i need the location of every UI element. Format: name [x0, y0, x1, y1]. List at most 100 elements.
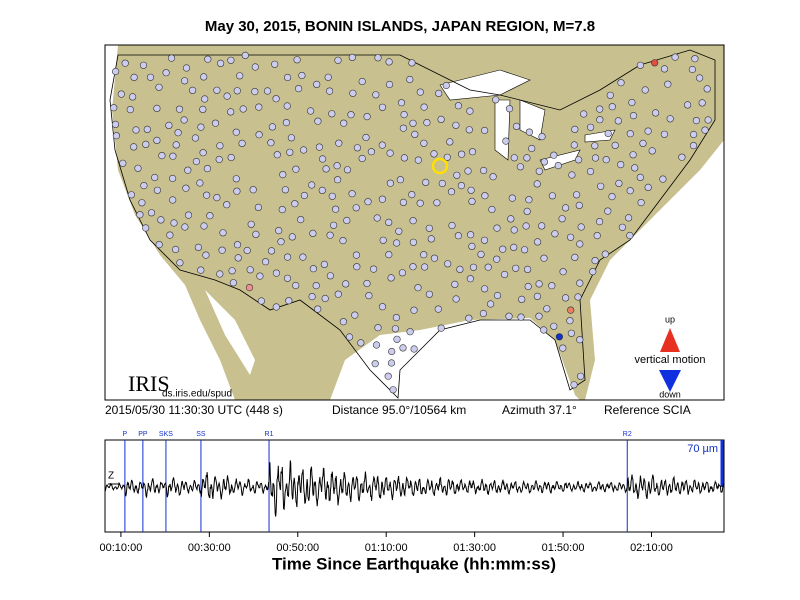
station — [286, 148, 294, 156]
station — [126, 105, 134, 114]
station — [523, 207, 531, 215]
station — [416, 88, 424, 96]
legend-down: down — [659, 389, 681, 399]
station — [414, 284, 422, 292]
station — [284, 253, 292, 261]
station — [692, 116, 701, 125]
station — [434, 305, 442, 313]
station — [300, 191, 309, 200]
station — [348, 53, 356, 62]
station — [570, 381, 578, 389]
station — [617, 161, 625, 169]
station — [636, 173, 644, 181]
station — [608, 103, 616, 111]
station — [348, 190, 356, 198]
phase-label: SKS — [159, 431, 173, 438]
station — [406, 328, 414, 336]
station — [307, 107, 315, 115]
station — [409, 217, 417, 225]
legend-up: up — [665, 314, 675, 324]
station — [409, 119, 417, 127]
waveform — [104, 460, 725, 517]
station — [689, 142, 698, 150]
station — [644, 183, 652, 191]
station — [211, 119, 220, 127]
station — [611, 141, 619, 149]
station — [172, 245, 180, 254]
station — [165, 121, 173, 129]
station — [567, 306, 575, 314]
station — [282, 118, 291, 127]
station — [538, 222, 546, 230]
station — [372, 91, 380, 99]
station — [299, 253, 307, 261]
station — [704, 116, 712, 124]
station — [200, 73, 208, 81]
station — [523, 154, 531, 162]
station — [572, 191, 581, 199]
station — [591, 142, 599, 150]
station — [543, 305, 551, 313]
station — [292, 281, 300, 290]
station — [523, 265, 532, 274]
station — [223, 201, 231, 209]
station — [698, 99, 706, 107]
station — [228, 267, 236, 275]
station — [487, 300, 495, 308]
pacific — [105, 45, 235, 400]
station — [507, 215, 515, 223]
station — [520, 246, 529, 254]
x-axis-label: Time Since Earthquake (hh:mm:ss) — [272, 554, 556, 573]
station — [644, 127, 652, 135]
station — [703, 85, 711, 93]
station — [399, 198, 408, 206]
station — [533, 238, 542, 246]
station — [555, 333, 564, 341]
station — [343, 216, 351, 225]
station — [199, 149, 207, 157]
station — [247, 220, 255, 228]
station — [397, 99, 406, 107]
station — [465, 126, 473, 134]
station — [339, 237, 347, 245]
station — [558, 215, 566, 223]
station — [385, 58, 393, 66]
station — [223, 92, 231, 100]
station — [568, 171, 576, 179]
station — [525, 196, 533, 204]
station — [287, 134, 296, 142]
station — [480, 236, 489, 244]
station — [447, 188, 456, 196]
station — [671, 53, 679, 61]
station — [176, 259, 184, 267]
plot-frame — [104, 439, 725, 533]
station — [510, 154, 518, 162]
station — [512, 122, 521, 130]
station — [180, 116, 188, 124]
station — [251, 87, 259, 96]
station — [664, 80, 672, 88]
station — [121, 59, 129, 67]
station — [386, 179, 395, 187]
station — [639, 139, 647, 147]
station — [454, 102, 463, 110]
station — [147, 209, 156, 217]
station — [593, 232, 601, 240]
station — [314, 117, 322, 125]
station — [267, 139, 275, 147]
station — [559, 268, 567, 276]
station — [577, 223, 585, 231]
station — [689, 130, 698, 139]
station — [238, 139, 246, 147]
station — [283, 102, 291, 110]
station — [678, 153, 686, 161]
station — [201, 95, 209, 103]
station — [648, 147, 656, 155]
station — [358, 154, 366, 163]
station — [408, 59, 416, 67]
station — [232, 128, 240, 136]
station — [268, 123, 277, 131]
phase-label: PP — [138, 431, 148, 438]
station — [617, 79, 625, 87]
station — [278, 206, 286, 214]
